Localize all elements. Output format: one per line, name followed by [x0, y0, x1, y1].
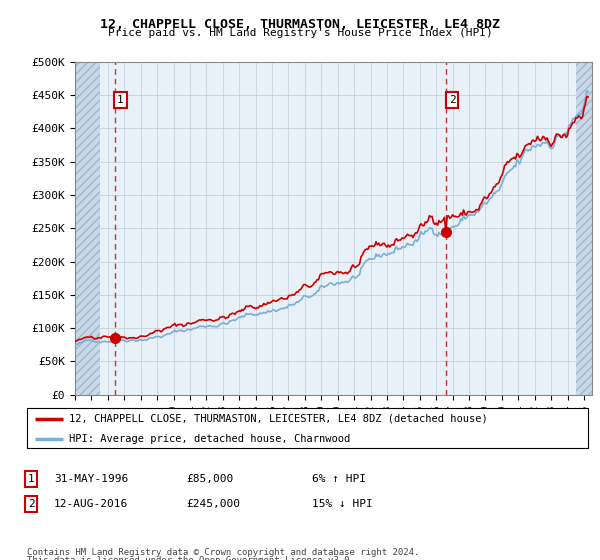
Text: 2: 2 — [449, 95, 455, 105]
Text: 31-MAY-1996: 31-MAY-1996 — [54, 474, 128, 484]
Text: 6% ↑ HPI: 6% ↑ HPI — [312, 474, 366, 484]
Text: 2: 2 — [28, 499, 35, 509]
Polygon shape — [576, 62, 592, 395]
Text: Contains HM Land Registry data © Crown copyright and database right 2024.: Contains HM Land Registry data © Crown c… — [27, 548, 419, 557]
Text: £85,000: £85,000 — [186, 474, 233, 484]
Text: 12, CHAPPELL CLOSE, THURMASTON, LEICESTER, LE4 8DZ: 12, CHAPPELL CLOSE, THURMASTON, LEICESTE… — [100, 18, 500, 31]
Text: Price paid vs. HM Land Registry's House Price Index (HPI): Price paid vs. HM Land Registry's House … — [107, 28, 493, 38]
Text: HPI: Average price, detached house, Charnwood: HPI: Average price, detached house, Char… — [69, 434, 350, 444]
Text: 12, CHAPPELL CLOSE, THURMASTON, LEICESTER, LE4 8DZ (detached house): 12, CHAPPELL CLOSE, THURMASTON, LEICESTE… — [69, 414, 488, 424]
Text: 1: 1 — [117, 95, 124, 105]
Polygon shape — [75, 62, 100, 395]
Text: 15% ↓ HPI: 15% ↓ HPI — [312, 499, 373, 509]
Text: This data is licensed under the Open Government Licence v3.0.: This data is licensed under the Open Gov… — [27, 556, 355, 560]
Text: 1: 1 — [28, 474, 35, 484]
FancyBboxPatch shape — [27, 408, 588, 448]
Text: £245,000: £245,000 — [186, 499, 240, 509]
Text: 12-AUG-2016: 12-AUG-2016 — [54, 499, 128, 509]
